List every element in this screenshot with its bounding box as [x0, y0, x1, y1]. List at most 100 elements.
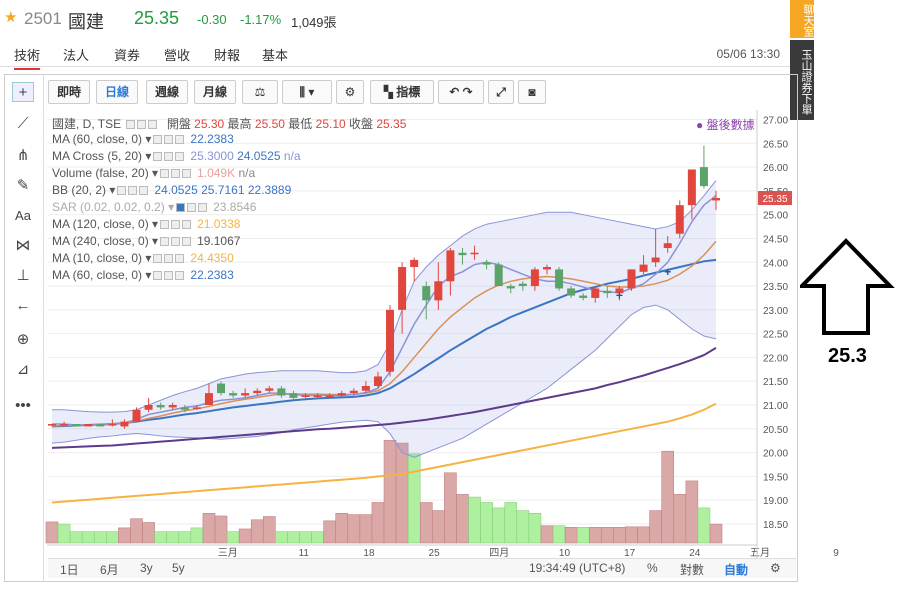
legend-bb[interactable]: BB (20, 2) ▾ 24.0525 25.7161 22.3889 — [52, 183, 292, 197]
interval-monthly[interactable]: 月線 — [194, 80, 236, 104]
percent-toggle[interactable]: % — [647, 561, 658, 575]
text-icon[interactable]: Aa — [15, 208, 31, 223]
brush-icon[interactable]: ✎ — [16, 177, 30, 194]
fullscreen-icon[interactable]: ⤢ — [488, 80, 514, 104]
candle-body — [603, 290, 612, 294]
volume-bar — [407, 453, 421, 544]
tab-basic[interactable]: 基本 — [262, 48, 289, 63]
measure-icon[interactable]: ⊥ — [16, 267, 30, 284]
candle-body — [60, 424, 69, 426]
y-tick-label: 23.50 — [763, 282, 788, 293]
candle-body — [349, 390, 358, 394]
trendline-icon[interactable]: ⟋ — [17, 115, 29, 132]
volume-bar — [588, 527, 602, 544]
y-tick-label: 24.50 — [763, 234, 788, 245]
volume-bar — [371, 502, 385, 544]
more-icon[interactable]: ••• — [15, 397, 31, 414]
candle-body — [96, 424, 105, 427]
ruler-icon[interactable]: ⊿ — [16, 361, 30, 378]
x-tick-label: 24 — [689, 548, 701, 559]
undo-redo-icon[interactable]: ↶ ↷ — [438, 80, 484, 104]
volume-bar — [130, 518, 143, 544]
volume-bar — [299, 531, 312, 544]
star-icon[interactable]: ★ — [4, 9, 18, 26]
arrow-left-icon[interactable]: ← — [15, 297, 31, 314]
tab-technical[interactable]: 技術 — [14, 45, 41, 70]
volume-bar — [69, 531, 83, 544]
candle-body — [120, 421, 129, 427]
camera-icon[interactable]: ◙ — [518, 80, 546, 104]
candle-body — [482, 262, 491, 265]
tab-margin[interactable]: 資券 — [114, 48, 141, 63]
candle-body — [518, 283, 527, 287]
chart-frame — [4, 74, 798, 582]
log-toggle[interactable]: 對數 — [680, 563, 705, 577]
volume-bar — [709, 523, 723, 544]
volume-bar — [552, 525, 566, 544]
after-hours-data[interactable]: ● 盤後數據 — [696, 118, 755, 132]
x-tick-label: 25 — [429, 548, 441, 559]
legend-ma120[interactable]: MA (120, close, 0) ▾ 21.0338 — [52, 217, 241, 231]
pattern-icon[interactable]: ⋈ — [15, 237, 31, 254]
y-tick-label: 19.50 — [763, 472, 788, 483]
legend-ma240[interactable]: MA (240, close, 0) ▾ 19.1067 — [52, 234, 241, 248]
legend-macross[interactable]: MA Cross (5, 20) ▾ 25.3000 24.0525 n/a — [52, 149, 301, 163]
ma120-line — [51, 347, 717, 449]
interval-realtime[interactable]: 即時 — [48, 80, 90, 104]
volume-bar — [166, 531, 180, 544]
volume-bar — [383, 440, 397, 544]
volume-bar — [45, 521, 59, 544]
legend-ma60[interactable]: MA (60, close, 0) ▾ 22.2383 — [52, 268, 234, 282]
volume-bar — [601, 527, 614, 544]
tab-institutional[interactable]: 法人 — [63, 48, 90, 63]
tab-revenue[interactable]: 營收 — [164, 48, 191, 63]
candle-body — [651, 257, 660, 263]
compare-icon[interactable]: ⚖ — [242, 80, 278, 104]
legend-volume[interactable]: Volume (false, 20) ▾ 1.049K n/a — [52, 166, 256, 180]
x-tick-label: 10 — [559, 548, 571, 559]
legend-ma10[interactable]: MA (10, close, 0) ▾ 24.4350 — [52, 251, 234, 265]
x-tick-label: 9 — [833, 548, 839, 559]
settings-icon[interactable]: ⚙ — [336, 80, 364, 104]
indicator-button[interactable]: ▚ 指標 — [370, 80, 434, 104]
range-3y[interactable]: 3y — [140, 561, 153, 575]
candle-body — [204, 393, 213, 406]
volume-bar — [576, 527, 590, 544]
range-5y[interactable]: 5y — [172, 561, 185, 575]
candle-body — [663, 243, 672, 248]
y-tick-label: 22.50 — [763, 330, 788, 341]
legend-ohlc: 國建, D, TSE 開盤 25.30 最高 25.50 最低 25.10 收盤… — [52, 115, 406, 131]
interval-daily[interactable]: 日線 — [96, 80, 138, 104]
volume-bar — [637, 526, 650, 544]
zoom-icon[interactable]: ⊕ — [16, 331, 30, 348]
candle-body — [361, 385, 370, 391]
crosshair-icon[interactable]: + — [12, 82, 34, 102]
interval-weekly[interactable]: 週線 — [146, 80, 188, 104]
indicator-label: 指標 — [396, 85, 421, 99]
volume-bar — [81, 531, 95, 544]
sar-mark: + — [664, 265, 671, 279]
legend-sar[interactable]: SAR (0.02, 0.02, 0.2) ▾ 23.8546 — [52, 200, 257, 214]
volume-bar — [178, 531, 192, 544]
broker-order-tab[interactable]: 玉山證券下單 — [790, 40, 814, 120]
close-value: 25.35 — [376, 117, 407, 131]
range-6m[interactable]: 6月 — [100, 563, 119, 577]
fork-icon[interactable]: ⋔ — [16, 147, 30, 164]
candle-body — [289, 393, 298, 398]
tab-financials[interactable]: 財報 — [214, 48, 241, 63]
y-tick-label: 21.50 — [763, 377, 788, 388]
auto-toggle[interactable]: 自動 — [724, 563, 749, 577]
candle-body — [156, 405, 165, 408]
candle-body — [470, 252, 479, 255]
range-bar: 1日 6月 3y 5y 19:34:49 (UTC+8) % 對數 自動 ⚙ — [48, 558, 796, 578]
y-tick-label: 26.00 — [763, 163, 788, 174]
volume-bar — [275, 531, 288, 544]
y-tick-label: 27.00 — [763, 116, 788, 127]
chart-type-icon[interactable]: ⫼ ▾ — [282, 80, 332, 104]
chatroom-tab[interactable]: 聊天室 — [790, 0, 814, 38]
legend-ma60-top[interactable]: MA (60, close, 0) ▾ 22.2383 — [52, 132, 234, 146]
range-1d[interactable]: 1日 — [60, 563, 79, 577]
scale-settings-icon[interactable]: ⚙ — [770, 561, 781, 575]
candle-body — [712, 198, 720, 201]
